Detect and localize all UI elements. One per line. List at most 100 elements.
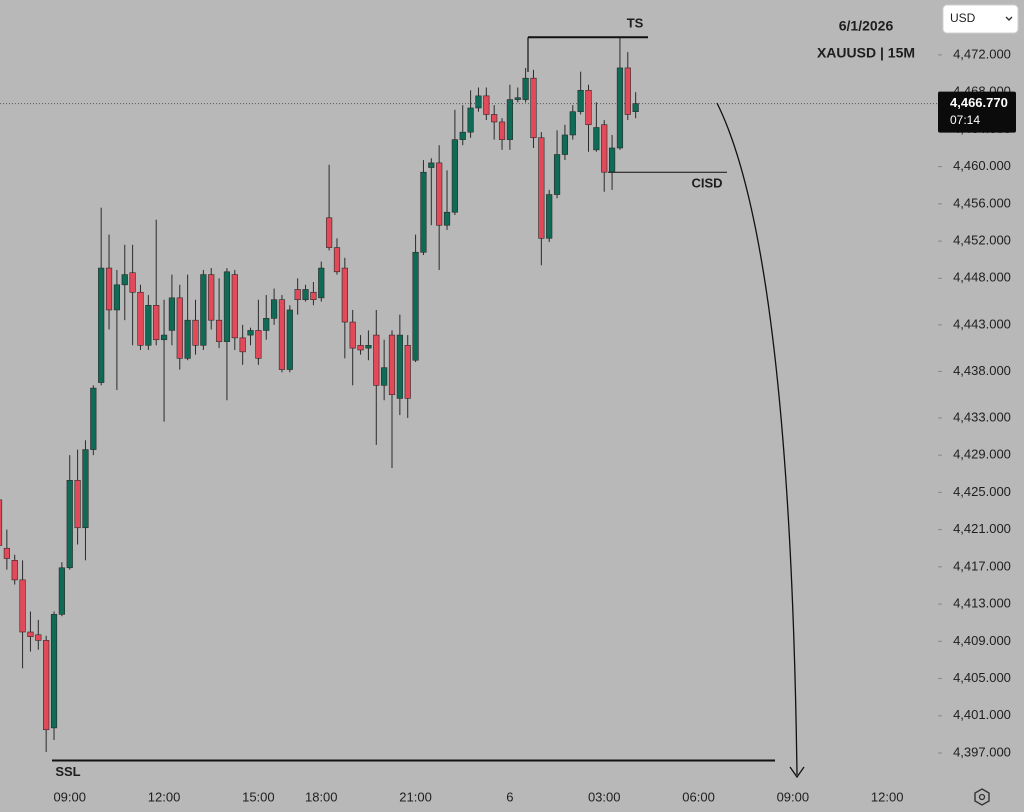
- candle-body: [43, 640, 50, 731]
- currency-select[interactable]: USD: [942, 4, 1019, 34]
- candle-body: [624, 67, 631, 115]
- candle-body: [137, 291, 144, 346]
- y-tick-label: 4,417.000: [953, 558, 1011, 573]
- candle-body: [467, 107, 474, 133]
- candle-body: [184, 319, 191, 359]
- candle-body: [388, 334, 396, 395]
- candle-body: [35, 634, 42, 641]
- candle-body: [113, 284, 120, 311]
- x-tick-label: 09:00: [53, 789, 86, 804]
- candle-body: [475, 95, 482, 109]
- candle-body: [27, 631, 34, 637]
- price-label: 4,466.770: [950, 95, 1008, 110]
- y-tick-label: 4,397.000: [953, 744, 1011, 759]
- candle-body: [491, 114, 498, 123]
- candle-body: [333, 247, 341, 273]
- candle-body: [82, 449, 89, 529]
- candle-body: [365, 345, 372, 349]
- candle-body: [278, 299, 286, 370]
- settings-button[interactable]: [974, 788, 990, 806]
- y-tick-label: 4,405.000: [953, 670, 1011, 685]
- price-label-box: [938, 91, 1016, 133]
- candle-body: [0, 499, 3, 546]
- candle-body: [58, 567, 65, 615]
- date-label: 6/1/2026: [839, 18, 894, 34]
- candle-body: [593, 127, 600, 151]
- candle-body: [255, 330, 262, 359]
- candle-body: [121, 274, 128, 286]
- candle-body: [326, 217, 333, 248]
- candle-body: [349, 321, 356, 349]
- candle-body: [215, 319, 223, 342]
- currency-box[interactable]: [942, 4, 1019, 34]
- candle-body: [396, 334, 403, 399]
- candle-body: [129, 272, 136, 293]
- candle-body: [223, 271, 231, 342]
- y-tick-label: 4,456.000: [953, 195, 1011, 210]
- candle-body: [357, 345, 364, 351]
- price-axis: 4,472.0004,468.0004,464.0004,460.0004,45…: [938, 46, 1011, 759]
- candle-body: [530, 77, 537, 139]
- candle-body: [208, 274, 215, 321]
- chevron-icon: [1005, 16, 1013, 21]
- candle-body: [145, 304, 152, 346]
- candle-body: [200, 274, 207, 346]
- candle-body: [263, 318, 270, 331]
- x-tick-label: 09:00: [777, 789, 810, 804]
- candle-body: [616, 67, 624, 149]
- x-tick-label: 12:00: [871, 789, 904, 804]
- candle-body: [569, 111, 576, 136]
- candle-body: [74, 479, 81, 529]
- x-tick-label: 15:00: [242, 789, 275, 804]
- candle-body: [538, 137, 545, 239]
- candle-body: [443, 211, 451, 226]
- candle-body: [286, 309, 293, 370]
- candle-body: [514, 97, 521, 100]
- candle-body: [318, 267, 325, 299]
- y-tick-label: 4,438.000: [953, 363, 1011, 378]
- candle-body: [270, 299, 278, 319]
- candle-body: [404, 345, 411, 399]
- x-tick-label: 18:00: [305, 789, 338, 804]
- y-tick-label: 4,448.000: [953, 270, 1011, 285]
- candle-body: [50, 614, 58, 729]
- projection-arrow: [716, 102, 798, 776]
- candle-body: [310, 291, 317, 301]
- candle-body: [294, 289, 301, 301]
- settings-icon[interactable]: [974, 788, 990, 806]
- x-tick-label: 03:00: [588, 789, 621, 804]
- candle-body: [341, 267, 348, 323]
- candle-body: [608, 147, 616, 173]
- symbol-label: XAUUSD | 15M: [817, 45, 915, 61]
- annotation-label: TS: [627, 16, 644, 31]
- candle-body: [239, 337, 246, 353]
- arrow-head: [789, 766, 805, 779]
- y-tick-label: 4,460.000: [953, 158, 1011, 173]
- candle-body: [632, 103, 639, 112]
- y-tick-label: 4,401.000: [953, 707, 1011, 722]
- currency-label[interactable]: USD: [950, 11, 976, 25]
- x-tick-label: 6: [506, 789, 513, 804]
- y-tick-label: 4,413.000: [953, 596, 1011, 611]
- candle-body: [498, 121, 506, 140]
- candle-body: [553, 154, 561, 195]
- plot-area: [0, 37, 938, 753]
- x-tick-label: 12:00: [148, 789, 181, 804]
- candle-body: [451, 139, 458, 213]
- candle-body: [412, 251, 419, 361]
- annotation-label: CISD: [691, 176, 722, 191]
- candle-body: [546, 194, 553, 239]
- countdown-label: 07:14: [950, 113, 980, 127]
- candle-body: [247, 330, 254, 336]
- candle-body: [373, 334, 380, 386]
- candle-body: [153, 304, 160, 341]
- annotation-label: SSL: [55, 764, 80, 779]
- candle-body: [90, 387, 97, 450]
- candle-body: [66, 479, 73, 569]
- candle-body: [176, 297, 183, 359]
- y-tick-label: 4,425.000: [953, 484, 1011, 499]
- y-tick-label: 4,452.000: [953, 233, 1011, 248]
- candle-body: [192, 319, 199, 346]
